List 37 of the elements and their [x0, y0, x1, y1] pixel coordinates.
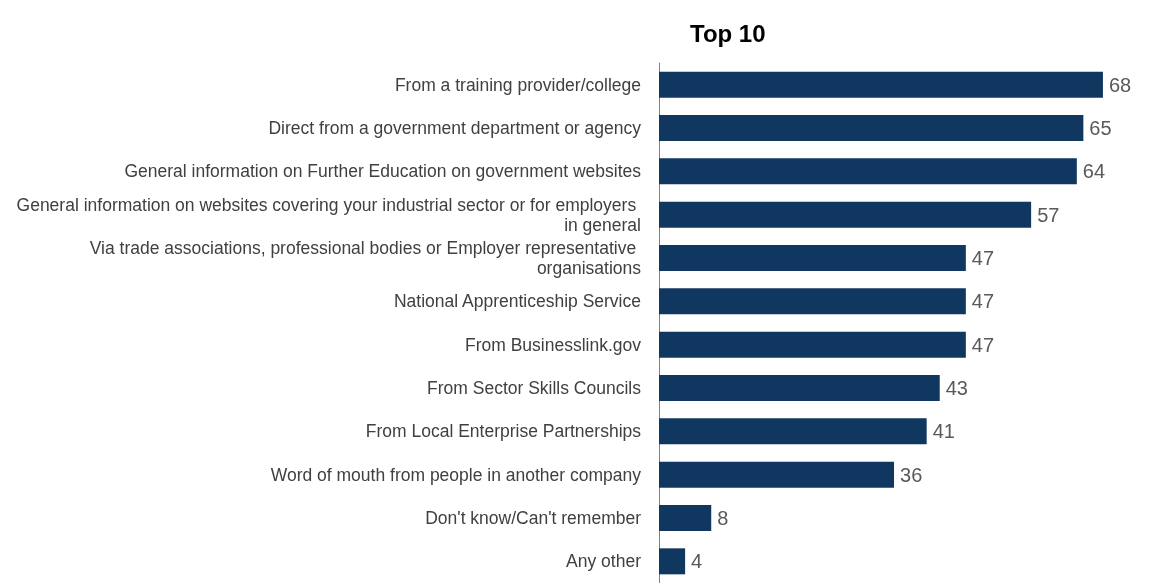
bar	[659, 201, 1032, 228]
y-tick-label: From a training provider/college	[394, 74, 641, 95]
data-label: 68	[1108, 73, 1132, 96]
bar	[659, 158, 1077, 185]
data-label: 43	[945, 377, 968, 399]
y-tick-label: Direct from a government department or agency	[268, 118, 642, 138]
bar	[659, 418, 927, 445]
y-tick-label: Word of mouth from people in another company	[270, 464, 642, 485]
data-label: 4	[691, 550, 703, 573]
bar	[659, 461, 895, 488]
data-label: 47	[971, 247, 995, 269]
bar	[659, 71, 1103, 98]
bar	[659, 548, 686, 575]
data-label: 8	[717, 507, 729, 529]
y-tick-label: Via trade associations, professional bodies or Employer representative organisations	[89, 238, 642, 278]
y-tick-label: General information on Further Education on government websites	[124, 161, 642, 182]
bar	[659, 331, 966, 358]
data-label: 36	[900, 463, 923, 486]
data-label: 64	[1082, 160, 1106, 183]
y-tick-label: Any other	[566, 551, 642, 572]
y-tick-label: From Local Enterprise Partnerships	[365, 421, 642, 442]
bar	[659, 505, 712, 531]
data-label: 65	[1089, 117, 1112, 139]
chart-title: Top 10	[690, 19, 766, 47]
y-tick-label: Don't know/Can't remember	[425, 508, 642, 528]
data-label: 57	[1037, 203, 1060, 226]
y-tick-label: General information on websites covering your industrial sector or for employers in general	[16, 194, 641, 235]
bar	[659, 375, 940, 401]
bar	[659, 288, 966, 315]
bar	[659, 245, 966, 271]
y-tick-label: National Apprenticeship Service	[393, 291, 641, 312]
y-tick-label: From Sector Skills Councils	[427, 378, 642, 398]
data-label: 41	[932, 420, 955, 443]
data-label: 47	[971, 290, 995, 313]
y-tick-label: From Businesslink.gov	[464, 334, 642, 355]
bar	[659, 115, 1084, 141]
data-label: 47	[971, 333, 995, 356]
